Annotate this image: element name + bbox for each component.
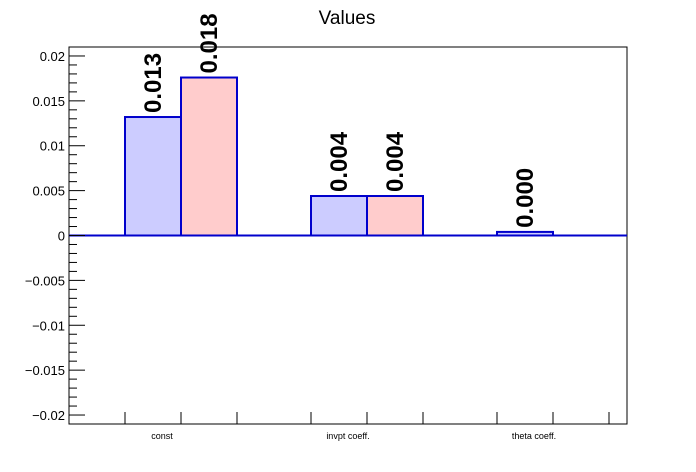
chart-title: Values: [319, 8, 376, 29]
data-label: 0.013: [140, 53, 167, 113]
y-tick-label: −0.005: [25, 273, 65, 288]
y-axis: −0.02 −0.015 −0.01 −0.005 0 0.005 0.01 0.015 0.0…: [25, 46, 85, 425]
data-label: 0.004: [326, 131, 353, 192]
y-tick-label: 0: [58, 229, 65, 244]
y-tick-label: 0.015: [32, 94, 65, 109]
bars-layer: [124, 76, 554, 237]
y-tick-label: 0.02: [40, 49, 65, 64]
x-tick-label: const: [151, 431, 173, 441]
data-label: 0.004: [382, 131, 409, 192]
x-tick-label: invpt coeff.: [326, 431, 369, 441]
x-axis: const invpt coeff. theta coeff.: [124, 412, 610, 441]
bar: [180, 76, 238, 237]
y-tick-label: −0.015: [25, 363, 65, 378]
bar: [366, 195, 424, 237]
y-tick-label: 0.01: [40, 139, 65, 154]
bar: [124, 116, 182, 237]
y-tick-label: −0.02: [32, 408, 65, 423]
data-label: 0.018: [196, 13, 223, 73]
data-label: 0.000: [512, 168, 539, 228]
x-tick-label: theta coeff.: [512, 431, 556, 441]
y-tick-label: 0.005: [32, 184, 65, 199]
y-tick-label: −0.01: [32, 318, 65, 333]
data-labels-layer: 0.013 0.004 0.000 0.018 0.004: [140, 13, 539, 227]
bar: [310, 195, 368, 237]
